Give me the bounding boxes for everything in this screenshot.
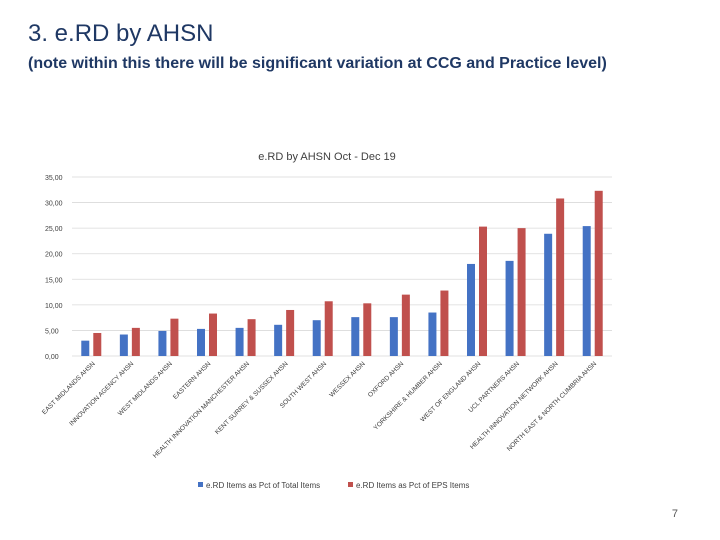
bar-series2 — [170, 318, 179, 356]
bar-series2 — [517, 228, 526, 356]
slide-title: 3. e.RD by AHSN — [28, 20, 214, 47]
bar-series2 — [131, 327, 140, 356]
y-tick-label: 25,00 — [45, 226, 63, 233]
bar-series1 — [505, 260, 514, 356]
x-tick-label: NORTH EAST & NORTH CUMBRIA AHSN — [506, 360, 599, 453]
x-tick-label: INNOVATION AGENCY AHSN — [68, 360, 135, 427]
bar-series2 — [93, 332, 102, 356]
bar-series1 — [312, 320, 321, 356]
bar-series1 — [158, 330, 167, 356]
y-tick-label: 5,00 — [45, 328, 59, 335]
bar-series1 — [274, 324, 283, 356]
bar-series2 — [286, 309, 295, 356]
y-tick-label: 35,00 — [45, 175, 63, 182]
x-tick-label: KENT SURREY & SUSSEX AHSN — [214, 360, 290, 436]
x-tick-label: YORKSHIRE & HUMBER AHSN — [372, 360, 444, 432]
legend-label-series1: e.RD Items as Pct of Total Items — [206, 481, 320, 490]
bar-series1 — [235, 327, 244, 356]
bar-series2 — [363, 303, 372, 356]
bar-series2 — [479, 226, 487, 356]
page-number: 7 — [671, 508, 678, 520]
bar-series2 — [247, 319, 256, 356]
y-tick-label: 0,00 — [45, 354, 59, 361]
bar-series1 — [544, 233, 553, 356]
bar-series2 — [324, 301, 333, 356]
bar-series1 — [81, 340, 90, 356]
y-tick-label: 30,00 — [45, 201, 63, 208]
chart-title: e.RD by AHSN Oct - Dec 19 — [258, 151, 396, 163]
bar-series1 — [582, 226, 591, 356]
bar-series1 — [389, 317, 398, 356]
slide-subtitle: (note within this there will be signific… — [28, 55, 607, 72]
legend: e.RD Items as Pct of Total Items e.RD It… — [198, 481, 469, 490]
x-tick-label: WESSEX AHSN — [328, 360, 367, 399]
bar-series1 — [197, 328, 205, 356]
bar-series2 — [594, 190, 603, 356]
legend-swatch-series1 — [198, 482, 203, 487]
x-tick-label: OXFORD AHSN — [367, 360, 406, 399]
x-tick-label: EASTERN AHSN — [172, 360, 213, 401]
bar-series1 — [467, 263, 475, 356]
bar-series2 — [209, 313, 217, 356]
bar-series1 — [119, 334, 128, 356]
x-tick-label: HEALTH INNOVATION NETWORK AHSN — [469, 360, 560, 451]
y-tick-label: 15,00 — [45, 277, 63, 284]
bar-series2 — [401, 294, 410, 356]
bar-series1 — [351, 317, 360, 356]
y-tick-label: 10,00 — [45, 303, 63, 310]
y-tick-label: 20,00 — [45, 252, 63, 259]
bar-series2 — [440, 290, 449, 356]
legend-label-series2: e.RD Items as Pct of EPS Items — [356, 481, 469, 490]
legend-swatch-series2 — [348, 482, 353, 487]
bar-series2 — [556, 198, 565, 356]
bar-series1 — [428, 312, 437, 356]
